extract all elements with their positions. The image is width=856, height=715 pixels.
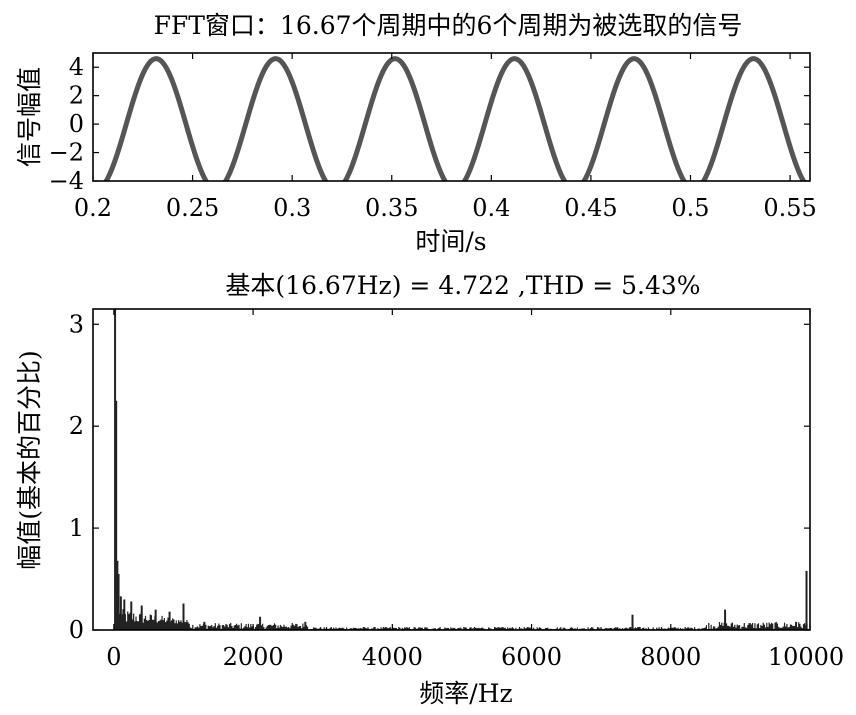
signal-ytick-label: −2: [49, 139, 84, 167]
signal-xtick-label: 0.45: [564, 194, 617, 222]
signal-plot-title: FFT窗口：16.67个周期中的6个周期为被选取的信号: [154, 11, 743, 40]
signal-plot-ylabel: 信号幅值: [15, 67, 44, 167]
spectrum-plot: 基本(16.67Hz) = 4.722 ,THD = 5.43% 0 2000 40…: [15, 271, 844, 708]
signal-xtick-label: 0.35: [365, 194, 418, 222]
spectrum-xtick-label: 2000: [223, 643, 284, 671]
signal-ytick-label: 4: [69, 53, 84, 81]
spectrum-ytick-label: 0: [69, 616, 84, 644]
spectrum-xtick-label: 8000: [640, 643, 701, 671]
signal-plot: FFT窗口：16.67个周期中的6个周期为被选取的信号 0.2 0.25 0.3 0.…: [15, 11, 817, 256]
spectrum-ytick-label: 1: [69, 514, 84, 542]
spectrum-xtick-label: 6000: [501, 643, 562, 671]
spectrum-noise-floor: [118, 609, 809, 630]
spectrum-plot-frame: [92, 308, 811, 631]
spectrum-xtick-label: 10000: [768, 643, 844, 671]
spectrum-xtick-label: 4000: [362, 643, 423, 671]
signal-xtick-label: 0.25: [166, 194, 219, 222]
signal-plot-xlabel: 时间/s: [415, 227, 486, 256]
spectrum-plot-ylabel: 幅值(基本的百分比): [15, 350, 44, 570]
signal-series-line: [103, 56, 807, 181]
signal-ytick-label: −4: [49, 167, 84, 195]
signal-xtick-label: 0.4: [472, 194, 510, 222]
spectrum-plot-title: 基本(16.67Hz) = 4.722 ,THD = 5.43%: [225, 271, 700, 300]
signal-xtick-label: 0.5: [671, 194, 709, 222]
signal-xtick-label: 0.3: [273, 194, 311, 222]
signal-ytick-label: 2: [69, 82, 84, 110]
signal-ytick-label: 0: [69, 110, 84, 138]
signal-xtick-label: 0.2: [74, 194, 112, 222]
signal-xtick-label: 0.55: [763, 194, 816, 222]
spectrum-ytick-label: 3: [69, 310, 84, 338]
spectrum-plot-xlabel: 频率/Hz: [419, 679, 512, 708]
signal-plot-frame: [92, 52, 811, 182]
spectrum-ytick-label: 2: [69, 412, 84, 440]
spectrum-xtick-label: 0: [106, 643, 121, 671]
